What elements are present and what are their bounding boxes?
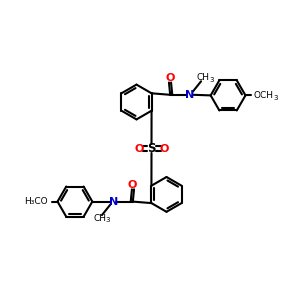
Text: N: N — [109, 196, 118, 207]
Text: O: O — [128, 180, 137, 190]
Text: O: O — [159, 143, 169, 154]
Text: 3: 3 — [105, 218, 110, 224]
Text: 3: 3 — [209, 76, 214, 82]
Text: N: N — [185, 90, 194, 100]
Text: 3: 3 — [274, 94, 278, 100]
Text: H₃CO: H₃CO — [24, 197, 47, 206]
Text: O: O — [166, 73, 175, 83]
Text: O: O — [134, 143, 144, 154]
Text: CH: CH — [93, 214, 106, 223]
Text: S: S — [147, 142, 156, 155]
Text: CH: CH — [197, 73, 210, 82]
Text: OCH: OCH — [254, 91, 274, 100]
